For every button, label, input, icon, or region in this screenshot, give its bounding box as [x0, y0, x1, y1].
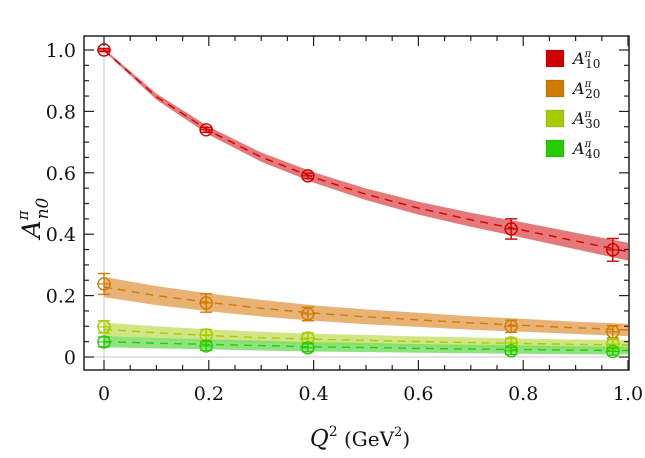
circle-marker [504, 319, 518, 333]
x-tick-label: 1.0 [613, 383, 643, 405]
data-point [504, 344, 519, 358]
circle-marker [199, 328, 213, 342]
data-points [97, 43, 620, 359]
fit-line-40 [103, 340, 629, 352]
legend-label: Aπ 30 [571, 109, 600, 131]
circle-marker [606, 344, 620, 359]
circle-marker [301, 169, 315, 183]
circle-marker [301, 307, 315, 321]
y-tick-label: 0.6 [46, 163, 76, 185]
legend-item: Aπ 30 [545, 109, 600, 131]
data-point [300, 306, 315, 322]
legend-swatch [545, 49, 565, 68]
legend-swatch [545, 79, 565, 98]
circle-marker [97, 320, 111, 334]
x-tick-label: 0.2 [194, 383, 224, 405]
circle-marker [606, 243, 620, 257]
fit-line-30 [103, 328, 629, 346]
fit-lines [103, 49, 629, 352]
data-point [300, 169, 315, 183]
y-tick-label: 0 [64, 347, 76, 369]
circle-marker [301, 341, 315, 355]
circle-marker [199, 123, 213, 137]
x-tick-label: 0.6 [403, 383, 433, 405]
data-point [605, 344, 620, 359]
data-point [199, 123, 214, 137]
x-tick-label: 0 [98, 383, 110, 405]
legend-swatch [545, 139, 565, 158]
circle-marker [199, 296, 213, 310]
fit-band-10 [104, 48, 628, 261]
data-point [504, 218, 519, 240]
legend-item: Aπ 40 [545, 139, 600, 161]
data-point [199, 339, 214, 353]
y-tick-label: 1.0 [46, 40, 76, 62]
data-point [97, 272, 111, 296]
y-tick-label: 0.2 [46, 286, 76, 308]
circle-marker [504, 222, 518, 236]
data-point [605, 324, 620, 339]
circle-marker [504, 344, 518, 358]
circle-marker [97, 335, 111, 349]
fit-line-20 [103, 286, 629, 331]
legend-label: Aπ 40 [571, 139, 600, 161]
fit-band-20 [104, 276, 628, 337]
data-point [97, 320, 111, 334]
x-tick-label: 0.8 [508, 383, 538, 405]
data-point [300, 341, 315, 355]
x-axis-label: Q2 (GeV2) [310, 424, 410, 452]
y-axis-label: Aπn0 [14, 197, 53, 240]
fit-line-10 [103, 49, 629, 253]
data-point [605, 237, 620, 262]
x-tick-labels: 0 0.2 0.4 0.6 0.8 1.0 [98, 383, 643, 405]
legend-label: Aπ 10 [571, 49, 600, 71]
y-tick-label: 0.8 [46, 101, 76, 123]
legend-swatch [545, 109, 565, 128]
legend: Aπ 10 Aπ 20 Aπ 30 Aπ 40 [545, 49, 600, 161]
y-tick-label: 0.4 [46, 224, 76, 246]
circle-marker [199, 339, 213, 353]
reference-lines [84, 36, 629, 370]
legend-item: Aπ 10 [545, 49, 600, 71]
circle-marker [97, 277, 111, 291]
data-point [199, 293, 214, 313]
x-tick-label: 0.4 [298, 383, 328, 405]
data-point [504, 319, 519, 334]
data-point [97, 335, 111, 349]
legend-label: Aπ 20 [571, 79, 600, 101]
legend-item: Aπ 20 [545, 79, 600, 101]
y-tick-labels: 0 0.2 0.4 0.6 0.8 1.0 [46, 40, 76, 369]
axis-ticks [84, 36, 629, 370]
data-point [199, 328, 214, 342]
